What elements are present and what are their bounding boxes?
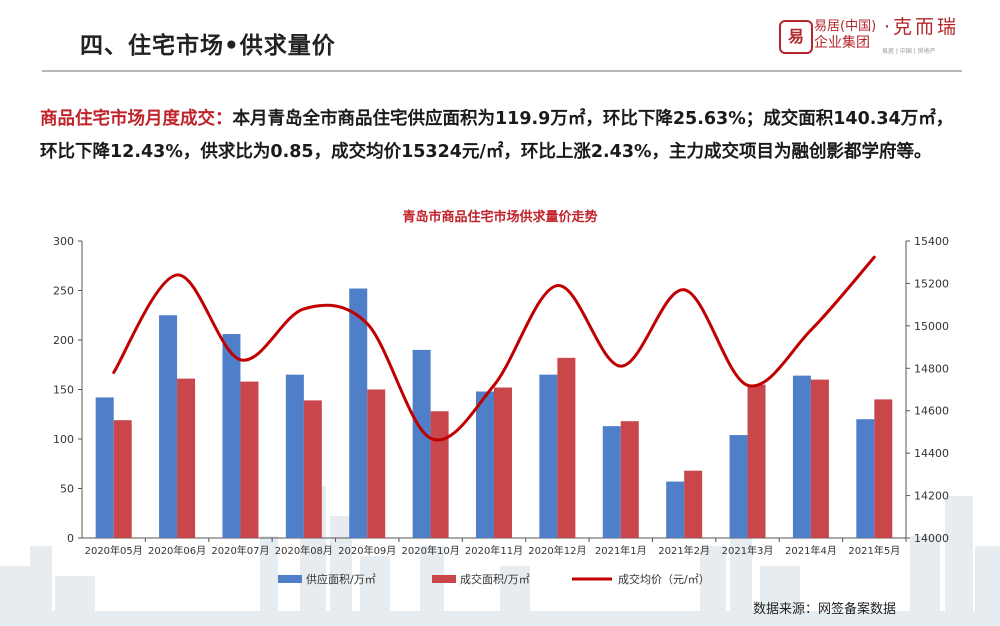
header-divider	[42, 70, 962, 72]
logo-line2: 企业集团	[814, 35, 870, 51]
logo-line1: 易居(中国)	[814, 19, 877, 34]
bar-supply-8	[602, 426, 621, 538]
x-tick-label: 2020年09月	[338, 544, 396, 557]
x-tick-label: 2021年3月	[722, 544, 774, 557]
legend-swatch-0	[278, 575, 302, 583]
page-title: 四、住宅市场•供求量价	[80, 33, 336, 59]
price-point-4	[365, 322, 369, 326]
bar-supply-0	[95, 397, 114, 538]
x-tick-label: 2020年08月	[275, 544, 333, 557]
bar-supply-12	[856, 419, 875, 538]
price-point-7	[555, 284, 559, 288]
y-left-tick-label: 0	[67, 532, 74, 545]
bar-supply-11	[792, 375, 811, 538]
y-left-tick-label: 300	[53, 235, 74, 248]
data-source: 数据来源：网签备案数据	[753, 602, 897, 617]
x-tick-label: 2020年06月	[148, 544, 206, 557]
bar-supply-7	[539, 374, 558, 538]
bar-deal-11	[810, 379, 829, 538]
bar-deal-1	[177, 378, 196, 538]
x-tick-label: 2021年1月	[595, 544, 647, 557]
y-left-tick-label: 100	[53, 433, 74, 446]
bar-deal-12	[874, 399, 893, 538]
logo-tagline: 易居 | 中国 | 房地产	[882, 48, 936, 55]
bar-deal-0	[113, 420, 132, 538]
header: 四、住宅市场•供求量价 易 易居(中国) 企业集团 ·克而瑞 易居 | 中国 |…	[0, 0, 1000, 72]
logo-right: ·克而瑞	[884, 16, 960, 38]
price-point-2	[238, 358, 242, 362]
summary-lead: 商品住宅市场月度成交：	[40, 109, 233, 129]
price-point-9	[682, 288, 686, 292]
price-point-8	[619, 364, 623, 368]
legend-label-2: 成交均价（元/㎡）	[618, 572, 710, 586]
y-left-tick-label: 150	[53, 384, 74, 397]
bar-deal-5	[430, 411, 449, 538]
logo: 易居(中国) 企业集团 ·克而瑞 易居 | 中国 | 房地产	[814, 16, 964, 56]
y-right-tick-label: 14200	[914, 490, 949, 503]
price-point-1	[175, 273, 179, 277]
y-right-tick-label: 14800	[914, 362, 949, 375]
price-point-3	[302, 307, 306, 311]
y-left-tick-label: 250	[53, 285, 74, 298]
y-right-tick-label: 14400	[914, 447, 949, 460]
line-avg-price	[112, 256, 876, 442]
bar-supply-6	[476, 391, 494, 538]
bar-deal-2	[240, 381, 259, 538]
bar-deal-3	[303, 400, 322, 538]
bar-deal-9	[684, 470, 703, 538]
bar-supply-10	[729, 435, 748, 538]
bar-deal-6	[494, 387, 512, 538]
bar-supply-2	[222, 334, 241, 538]
logo-seal-icon: 易	[779, 20, 813, 54]
y-right-tick-label: 15200	[914, 277, 949, 290]
price-point-6	[492, 383, 496, 387]
bar-supply-4	[349, 288, 368, 538]
y-right-tick-label: 15400	[914, 235, 949, 248]
bar-supply-5	[412, 349, 431, 538]
bar-supply-1	[159, 315, 178, 538]
price-point-5	[429, 436, 433, 440]
x-tick-label: 2021年2月	[658, 544, 710, 557]
bar-deal-8	[620, 421, 639, 538]
x-tick-label: 2020年11月	[465, 544, 523, 557]
bar-supply-9	[666, 481, 685, 538]
bar-deal-7	[557, 357, 576, 538]
x-tick-label: 2020年05月	[85, 544, 143, 557]
legend-label-0: 供应面积/万㎡	[306, 572, 376, 586]
x-tick-label: 2021年4月	[785, 544, 837, 557]
legend-label-1: 成交面积/万㎡	[460, 572, 530, 586]
y-right-tick-label: 14000	[914, 532, 949, 545]
summary-text: 本月青岛全市商品住宅供应面积为119.9万㎡，环比下降25.63%；成交面积14…	[40, 109, 954, 162]
legend-swatch-1	[432, 575, 456, 583]
price-point-10	[746, 383, 750, 387]
chart-title: 青岛市商品住宅市场供求量价走势	[402, 210, 598, 225]
y-right-tick-label: 15000	[914, 320, 949, 333]
y-left-tick-label: 200	[53, 334, 74, 347]
y-right-tick-label: 14600	[914, 405, 949, 418]
bar-deal-10	[747, 384, 766, 538]
x-tick-label: 2020年07月	[211, 544, 269, 557]
price-point-11	[809, 328, 813, 332]
x-tick-label: 2020年10月	[402, 544, 460, 557]
x-tick-label: 2021年5月	[848, 544, 900, 557]
summary-paragraph: 商品住宅市场月度成交：本月青岛全市商品住宅供应面积为119.9万㎡，环比下降25…	[40, 103, 960, 169]
bar-deal-4	[367, 389, 386, 538]
skyline-background	[0, 486, 1000, 626]
price-point-0	[112, 371, 116, 375]
x-tick-label: 2020年12月	[528, 544, 586, 557]
y-left-tick-label: 50	[60, 483, 74, 496]
price-point-12	[872, 255, 876, 259]
bar-supply-3	[285, 374, 304, 538]
